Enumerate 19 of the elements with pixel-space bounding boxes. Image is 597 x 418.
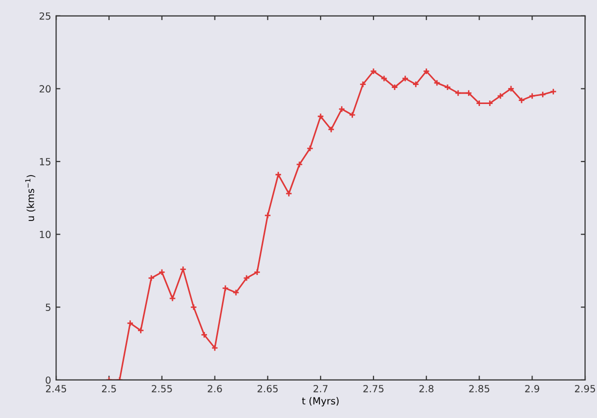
- y-tick-label: 25: [40, 12, 50, 20]
- x-axis-title: t (Myrs): [302, 397, 339, 406]
- y-tick-label: 20: [40, 85, 51, 93]
- y-tick-label: 15: [40, 158, 50, 166]
- x-tick-label: 2.45: [46, 384, 66, 392]
- y-tick-label: 0: [46, 376, 51, 384]
- x-tick-label: 2.6: [208, 384, 222, 392]
- x-tick-label: 2.65: [258, 384, 278, 392]
- x-tick-label: 2.55: [152, 384, 172, 392]
- x-tick-label: 2.85: [469, 384, 490, 392]
- x-tick-label: 2.75: [363, 384, 384, 392]
- x-tick-label: 2.5: [102, 384, 116, 392]
- x-tick-label: 2.7: [314, 384, 328, 392]
- y-tick-label: 5: [46, 304, 50, 311]
- x-tick-label: 2.95: [574, 384, 596, 392]
- x-tick-label: 2.9: [525, 384, 540, 392]
- y-tick-label: 10: [40, 230, 51, 238]
- y-axis-title: u (kms$^{−1}$): [25, 175, 36, 221]
- x-tick-label: 2.8: [419, 384, 434, 392]
